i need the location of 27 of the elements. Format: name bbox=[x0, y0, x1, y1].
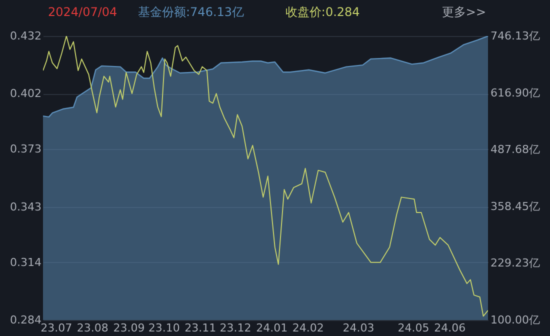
x-tick-label: 23.08 bbox=[76, 322, 108, 334]
x-tick-label: 23.09 bbox=[113, 322, 145, 334]
y-tick-label: 0.314 bbox=[10, 256, 42, 269]
text: 更多>> bbox=[442, 5, 486, 19]
x-tick-label: 24.01 bbox=[256, 322, 288, 334]
chart-title: 2024/07/04 bbox=[48, 5, 118, 19]
y-tick-label: 0.284 bbox=[10, 314, 42, 326]
x-tick-label: 24.03 bbox=[342, 322, 374, 334]
y2-tick-label: 358.45亿 bbox=[490, 200, 540, 213]
y2-tick-label: 487.68亿 bbox=[490, 143, 540, 156]
x-tick-label: 23.10 bbox=[148, 322, 180, 334]
x-tick-label: 24.05 bbox=[398, 322, 430, 334]
x-tick-label: 23.11 bbox=[184, 322, 216, 334]
y-tick-label: 0.432 bbox=[10, 30, 42, 42]
text: 收盘价:0.284 bbox=[285, 5, 360, 19]
y-tick-label: 0.373 bbox=[10, 142, 42, 156]
text: 基金份额:746.13亿 bbox=[138, 5, 244, 19]
y2-tick-label: 746.13亿 bbox=[490, 30, 540, 42]
x-tick-label: 23.12 bbox=[220, 322, 252, 334]
y2-tick-label: 100.00亿 bbox=[490, 314, 540, 326]
x-tick-label: 24.06 bbox=[434, 322, 466, 334]
y2-tick-label: 616.90亿 bbox=[490, 86, 540, 100]
x-tick-label: 23.07 bbox=[40, 322, 72, 334]
y-tick-label: 0.402 bbox=[10, 87, 42, 100]
y2-tick-label: 229.23亿 bbox=[490, 256, 540, 270]
x-tick-label: 24.02 bbox=[292, 322, 324, 334]
y-tick-label: 0.343 bbox=[10, 200, 42, 214]
